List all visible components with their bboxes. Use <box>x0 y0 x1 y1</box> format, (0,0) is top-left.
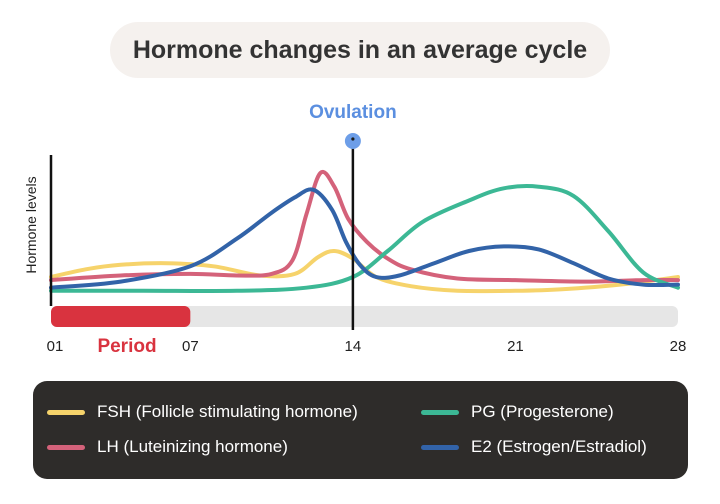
legend-item-1: LH (Luteinizing hormone) <box>47 437 288 457</box>
legend-item-0: FSH (Follicle stimulating hormone) <box>47 402 358 422</box>
legend-swatch-1 <box>47 444 85 450</box>
period-bar-group <box>51 306 678 327</box>
chart-title: Hormone changes in an average cycle <box>110 22 610 78</box>
series-lines <box>49 169 680 294</box>
hormone-line-chart: Ovulation Hormone levels 01 07 14 21 28 Period <box>23 102 686 357</box>
period-label: Period <box>97 336 156 357</box>
series-line-0 <box>49 248 680 294</box>
x-tick-28: 28 <box>670 338 687 355</box>
legend-swatch-3 <box>421 444 459 450</box>
cycle-bar-track <box>51 306 678 327</box>
chart-labels: Ovulation Hormone levels 01 07 14 21 28 Period <box>23 102 686 357</box>
legend-swatch-2 <box>421 409 459 415</box>
ovulation-dot-center <box>351 137 355 141</box>
ovulation-dot <box>344 133 361 149</box>
y-axis-label: Hormone levels <box>23 176 39 273</box>
ovulation-label: Ovulation <box>309 102 397 123</box>
axes <box>49 133 361 330</box>
x-tick-21: 21 <box>507 338 524 355</box>
series-line-3 <box>49 187 680 290</box>
legend-item-2: PG (Progesterone) <box>421 402 614 422</box>
x-tick-01: 01 <box>47 338 64 355</box>
legend-label-2: PG (Progesterone) <box>471 402 614 421</box>
series-line-1 <box>49 169 680 284</box>
x-tick-14: 14 <box>345 338 362 355</box>
series-line-2 <box>49 184 680 294</box>
legend-label-3: E2 (Estrogen/Estradiol) <box>471 437 647 456</box>
x-tick-07: 07 <box>182 338 199 355</box>
legend-swatch-0 <box>47 409 85 415</box>
legend: FSH (Follicle stimulating hormone) PG (Pr… <box>33 381 688 479</box>
legend-label-1: LH (Luteinizing hormone) <box>97 437 288 456</box>
legend-item-3: E2 (Estrogen/Estradiol) <box>421 437 647 457</box>
period-bar <box>51 306 191 327</box>
legend-label-0: FSH (Follicle stimulating hormone) <box>97 402 358 421</box>
